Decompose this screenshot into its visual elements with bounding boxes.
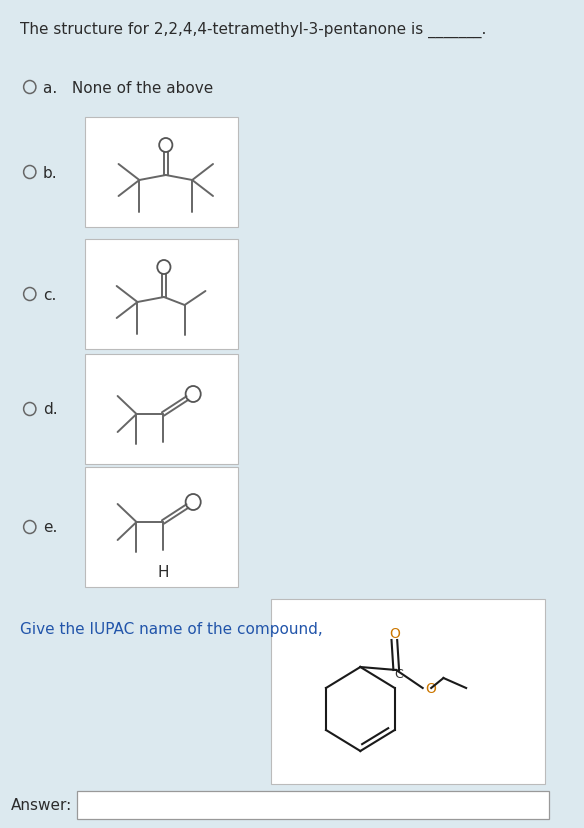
Text: C: C [395, 667, 404, 681]
Text: H: H [157, 565, 169, 580]
Text: a.   None of the above: a. None of the above [43, 80, 213, 95]
Text: b.: b. [43, 166, 58, 181]
Text: d.: d. [43, 402, 58, 417]
Text: The structure for 2,2,4,4-tetramethyl-3-pentanone is _______.: The structure for 2,2,4,4-tetramethyl-3-… [20, 22, 486, 38]
FancyBboxPatch shape [270, 599, 544, 784]
Text: O: O [389, 626, 400, 640]
FancyBboxPatch shape [85, 354, 238, 465]
Text: O: O [426, 681, 436, 696]
FancyBboxPatch shape [77, 791, 549, 819]
FancyBboxPatch shape [85, 468, 238, 587]
FancyBboxPatch shape [85, 240, 238, 349]
Text: Give the IUPAC name of the compound,: Give the IUPAC name of the compound, [20, 621, 323, 636]
Text: Answer:: Answer: [11, 797, 72, 812]
FancyBboxPatch shape [85, 118, 238, 228]
Text: e.: e. [43, 520, 57, 535]
Text: c.: c. [43, 287, 57, 302]
